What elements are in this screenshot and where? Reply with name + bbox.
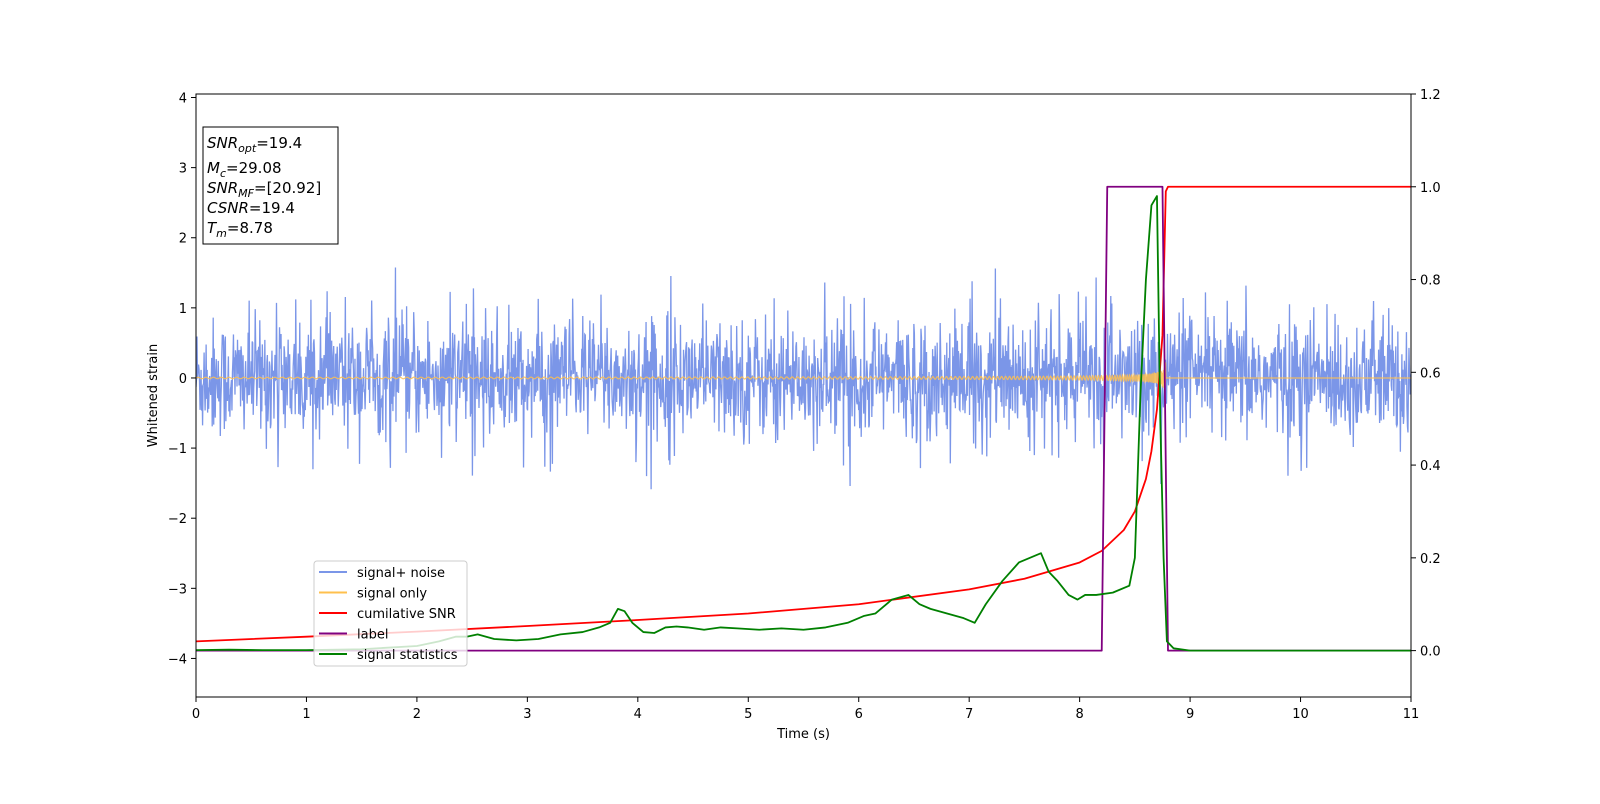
legend-label: signal only [357, 587, 427, 602]
x-tick-label: 3 [523, 707, 531, 722]
y-right-tick-label: 0.2 [1420, 552, 1441, 567]
legend-label: label [357, 628, 388, 643]
signal-noise-series [196, 267, 1411, 490]
y-right-tick-label: 0.4 [1420, 459, 1441, 474]
annotation-line: Mc=29.08 [207, 159, 282, 180]
right-axis-series [196, 185, 1411, 652]
x-tick-label: 9 [1186, 707, 1194, 722]
x-tick-label: 11 [1403, 707, 1420, 722]
legend-frame [313, 560, 468, 667]
x-tick-label: 1 [302, 707, 310, 722]
signal-only-line [196, 362, 1411, 392]
y-axis-label: Whitened strain [146, 344, 161, 447]
annotation-box-frame [202, 126, 339, 245]
annotation-line: SNRMF=[20.92] [207, 179, 321, 200]
x-axis-label: Time (s) [776, 727, 830, 742]
x-tick-label: 2 [413, 707, 421, 722]
annotation-line: SNRopt=19.4 [207, 134, 302, 155]
y-left-tick-label: 3 [179, 162, 187, 177]
x-tick-label: 10 [1292, 707, 1309, 722]
y-right-tick-label: 1.2 [1420, 88, 1441, 103]
x-tick-label: 5 [744, 707, 752, 722]
y-left-tick-label: 4 [179, 92, 187, 107]
y-left-tick-label: 2 [179, 232, 187, 247]
y-left-tick-label: 1 [179, 302, 187, 317]
y-left-tick-label: −2 [168, 512, 187, 527]
y-right-tick-label: 1.0 [1420, 181, 1441, 196]
x-tick-label: 8 [1075, 707, 1083, 722]
y-left-axis-ticks: −4 −3 −2 −1 0 1 2 3 4 [168, 92, 196, 667]
y-right-tick-label: 0.6 [1420, 366, 1441, 381]
legend: signal+ noise signal only cumilative SNR la… [313, 560, 468, 667]
y-right-tick-label: 0.8 [1420, 274, 1441, 289]
x-tick-label: 4 [634, 707, 642, 722]
plot-frame [195, 93, 1412, 698]
annotation-box: SNRopt=19.4 Mc=29.08SNRMF=[20.92]CSNR=19.… [202, 126, 339, 245]
x-tick-label: 6 [855, 707, 863, 722]
signal-only-series [196, 362, 1411, 392]
cumulative-snr-line [196, 185, 1411, 643]
annotation-line: Tm=8.78 [207, 219, 273, 240]
x-tick-label: 0 [192, 707, 200, 722]
signal-statistics-line [196, 195, 1411, 652]
legend-label: signal statistics [357, 648, 458, 663]
legend-label: cumilative SNR [357, 607, 456, 622]
y-left-tick-label: −1 [168, 442, 187, 457]
legend-label: signal+ noise [357, 566, 445, 581]
x-axis-ticks: 0 1 2 3 4 5 6 7 8 9 10 11 [192, 697, 1419, 722]
y-left-tick-label: 0 [179, 372, 187, 387]
signal-noise-line [196, 267, 1411, 490]
annotation-line: CSNR=19.4 [207, 199, 295, 217]
y-left-tick-label: −4 [168, 652, 187, 667]
y-right-axis-ticks: 0.0 0.2 0.4 0.6 0.8 1.0 1.2 [1411, 88, 1441, 660]
y-right-tick-label: 0.0 [1420, 645, 1441, 660]
x-tick-label: 7 [965, 707, 973, 722]
y-left-tick-label: −3 [168, 582, 187, 597]
